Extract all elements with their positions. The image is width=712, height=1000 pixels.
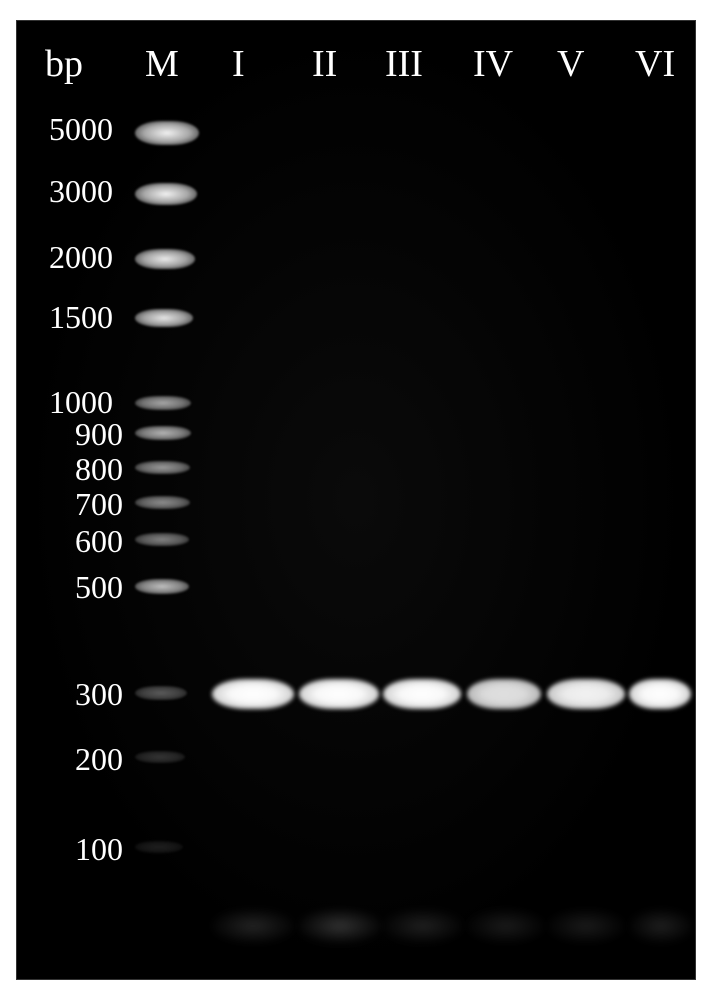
- ladder-band: [135, 841, 183, 853]
- ladder-label: 500: [33, 569, 123, 606]
- lane-label-2: II: [312, 42, 337, 86]
- primer-dimer-band: [467, 909, 545, 943]
- ladder-band: [135, 183, 197, 205]
- ladder-label: 3000: [23, 173, 113, 210]
- sample-band: [547, 679, 625, 709]
- ladder-band: [135, 121, 199, 145]
- gel-image: bp M I II III IV V VI 5000 3000 2000 150…: [16, 20, 696, 980]
- primer-dimer-band: [212, 909, 294, 943]
- sample-band: [629, 679, 691, 709]
- sample-band: [299, 679, 379, 709]
- primer-dimer-band: [547, 909, 625, 943]
- ladder-label: 800: [33, 451, 123, 488]
- lane-label-5: V: [557, 42, 584, 86]
- lane-label-6: VI: [635, 42, 675, 86]
- ladder-label: 900: [33, 416, 123, 453]
- ladder-label: 200: [33, 741, 123, 778]
- ladder-label: 100: [33, 831, 123, 868]
- ladder-band: [135, 751, 185, 763]
- ladder-label: 1500: [23, 299, 113, 336]
- ladder-band: [135, 686, 187, 700]
- marker-lane-label: M: [145, 42, 179, 86]
- ladder-label: 2000: [23, 239, 113, 276]
- lane-label-1: I: [232, 42, 245, 86]
- sample-band: [467, 679, 541, 709]
- unit-label: bp: [45, 42, 83, 86]
- ladder-band: [135, 249, 195, 269]
- ladder-band: [135, 533, 189, 546]
- ladder-label: 300: [33, 676, 123, 713]
- ladder-band: [135, 426, 191, 440]
- lane-label-3: III: [385, 42, 423, 86]
- ladder-band: [135, 579, 189, 594]
- primer-dimer-band: [629, 909, 693, 943]
- primer-dimer-band: [383, 909, 463, 943]
- ladder-label: 700: [33, 486, 123, 523]
- ladder-band: [135, 461, 190, 474]
- ladder-label: 5000: [23, 111, 113, 148]
- ladder-band: [135, 496, 190, 509]
- lane-header-row: bp M I II III IV V VI: [17, 39, 695, 89]
- primer-dimer-band: [299, 909, 381, 943]
- ladder-label: 600: [33, 523, 123, 560]
- sample-band: [383, 679, 461, 709]
- ladder-band: [135, 309, 193, 327]
- lane-label-4: IV: [473, 42, 513, 86]
- ladder-band: [135, 396, 191, 410]
- sample-band: [212, 679, 294, 709]
